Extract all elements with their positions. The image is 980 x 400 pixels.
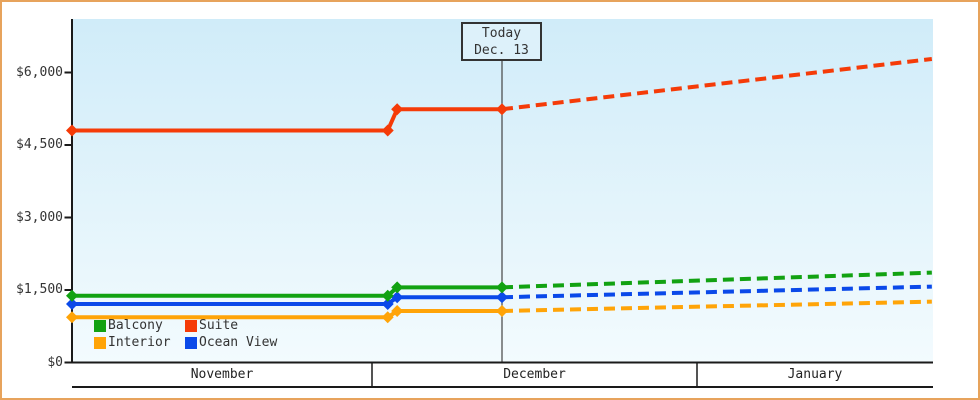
legend-swatch-balcony [94,319,106,332]
y-axis-tick-label: $4,500 [16,137,63,152]
month-label-december: December [503,367,566,382]
legend-item-suite: Suite [185,317,277,334]
ocean-view-marker [66,298,78,311]
y-axis-tick-label: $3,000 [16,209,63,225]
balcony-forecast-line [501,270,932,290]
y-axis-tick-label: $6,000 [16,64,63,80]
legend-label: Suite [199,318,239,333]
interior-marker [66,311,78,324]
ocean-view-history-line [72,295,502,307]
legend-swatch-interior [94,336,106,349]
ocean-view-marker [381,298,394,311]
suite-forecast-line [501,56,933,112]
today-annotation-title: Today [481,26,522,41]
balcony-marker [496,281,508,294]
suite-marker [66,124,78,137]
legend-swatch-ocean-view [185,336,197,349]
suite-marker [381,124,394,137]
legend-label: Ocean View [199,335,278,350]
today-annotation-date: Dec. 13 [474,43,529,58]
legend-item-ocean-view: Ocean View [185,334,277,351]
legend-swatch-suite [185,319,197,332]
interior-history-line [72,309,502,320]
month-label-january: January [787,367,843,382]
balcony-marker [66,289,78,302]
interior-marker [496,305,508,318]
legend-label: Interior [108,335,171,350]
suite-history-line [72,107,502,133]
legend: Balcony Suite Interior Ocean View [94,317,277,351]
balcony-history-line [72,285,502,298]
legend-item-interior: Interior [94,334,185,351]
today-annotation-box: Today Dec. 13 [461,22,542,61]
interior-marker [391,305,404,318]
interior-marker [381,311,394,324]
balcony-marker [381,289,394,302]
ocean-view-forecast-line [501,284,932,300]
y-axis-tick-label: $0 [47,354,63,370]
ocean-view-marker [391,291,404,304]
ocean-view-marker [496,291,508,304]
suite-marker [496,103,508,116]
legend-item-balcony: Balcony [94,317,185,334]
y-axis-tick-label: $1,500 [16,282,63,297]
interior-forecast-line [501,299,932,314]
suite-marker [391,103,404,116]
balcony-marker [391,281,404,294]
legend-label: Balcony [108,318,163,333]
month-label-november: November [190,367,254,382]
